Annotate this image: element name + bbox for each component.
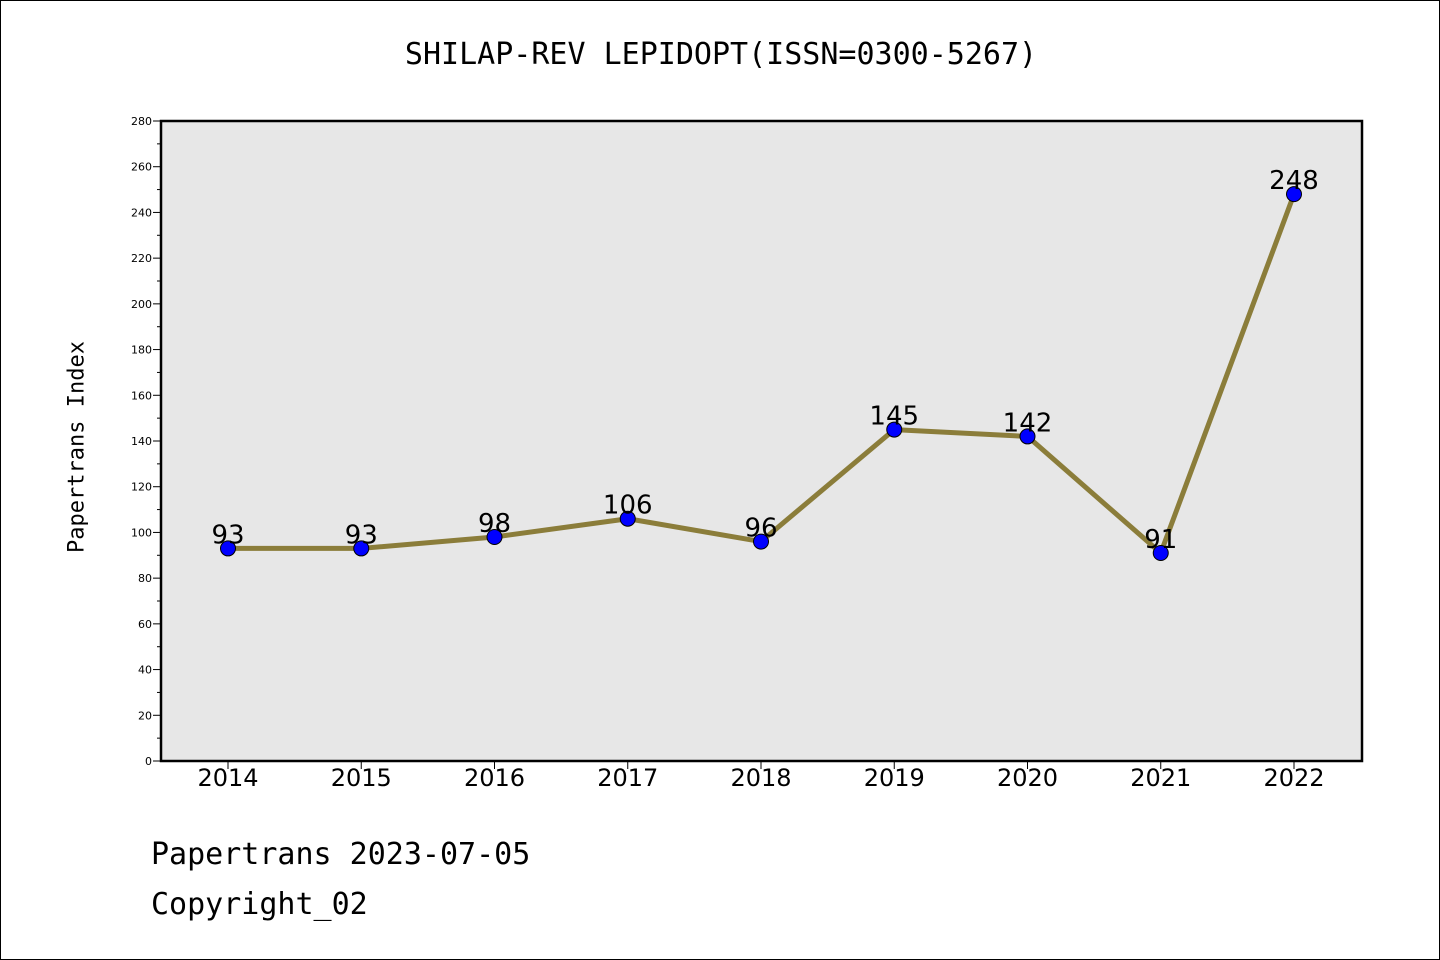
data-label: 96 [744, 514, 777, 544]
data-label: 93 [211, 520, 244, 550]
data-point [220, 540, 236, 557]
y-tick-label: 140 [131, 435, 152, 448]
footer-copyright: Copyright_02 [151, 887, 368, 922]
y-tick-label: 200 [131, 298, 152, 311]
y-tick-label: 80 [138, 572, 152, 585]
x-tick-label: 2021 [1130, 764, 1191, 792]
data-label: 93 [345, 520, 378, 550]
chart-title: SHILAP-REV LEPIDOPT(ISSN=0300-5267) [404, 37, 1038, 72]
y-tick-label: 0 [145, 755, 152, 768]
data-point [886, 421, 903, 438]
data-point [353, 540, 370, 557]
data-point [619, 510, 636, 527]
x-tick-label: 2019 [864, 764, 925, 792]
x-tick-label: 2018 [730, 764, 791, 792]
x-tick-label: 2014 [197, 764, 258, 792]
y-tick-label: 240 [131, 206, 152, 219]
y-tick-label: 160 [131, 389, 152, 402]
data-label: 248 [1269, 166, 1319, 196]
y-tick-label: 260 [131, 161, 152, 174]
data-label: 91 [1144, 525, 1177, 555]
plot-area [159, 119, 1364, 763]
y-tick-label: 60 [138, 618, 152, 631]
data-point [1019, 428, 1036, 445]
x-tick-label: 2017 [597, 764, 658, 792]
y-tick-label: 180 [131, 344, 152, 357]
y-tick-label: 120 [131, 481, 152, 494]
data-point [1152, 545, 1169, 561]
y-tick-label: 20 [138, 709, 152, 722]
y-tick-label: 280 [131, 115, 152, 128]
footer-date: Papertrans 2023-07-05 [151, 837, 531, 872]
y-tick-label: 100 [131, 526, 152, 539]
x-tick-label: 2020 [997, 764, 1058, 792]
data-point [1286, 186, 1302, 203]
data-point [486, 529, 503, 545]
data-point [753, 533, 769, 550]
y-tick-label: 220 [131, 252, 152, 265]
data-label: 106 [603, 491, 653, 521]
data-label: 98 [478, 509, 511, 539]
data-label: 142 [1003, 408, 1053, 438]
x-tick-label: 2022 [1263, 764, 1324, 792]
x-tick-label: 2015 [331, 764, 392, 792]
data-label: 145 [869, 402, 919, 432]
x-tick-label: 2016 [464, 764, 525, 792]
y-tick-label: 40 [138, 664, 152, 677]
